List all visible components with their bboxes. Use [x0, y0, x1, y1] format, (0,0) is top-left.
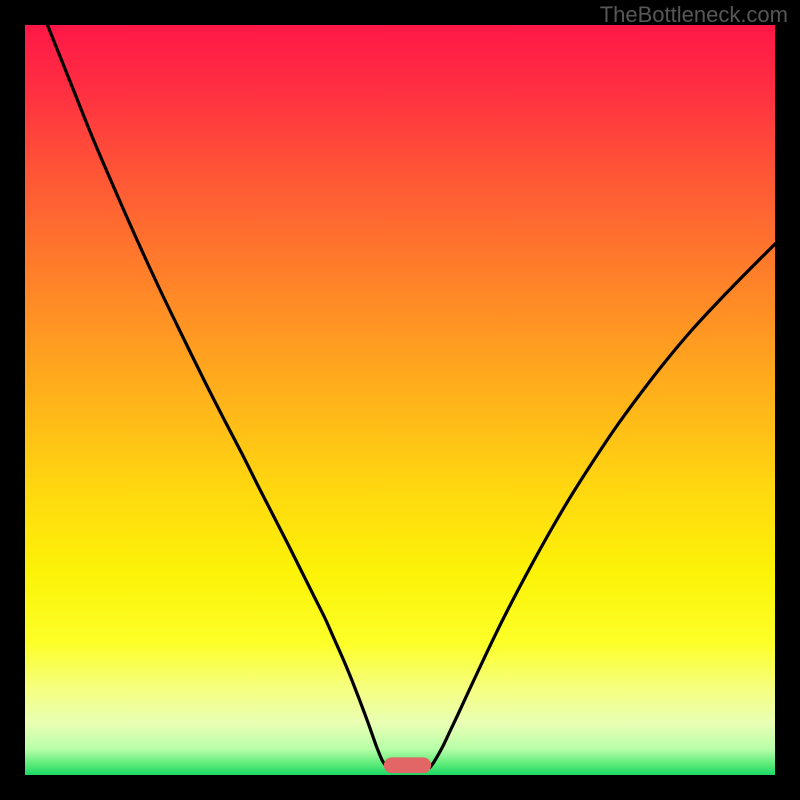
plot-background	[25, 25, 775, 775]
chart-container: TheBottleneck.com	[0, 0, 800, 800]
bottom-marker	[384, 757, 431, 773]
watermark-text: TheBottleneck.com	[600, 2, 788, 28]
chart-svg	[0, 0, 800, 800]
